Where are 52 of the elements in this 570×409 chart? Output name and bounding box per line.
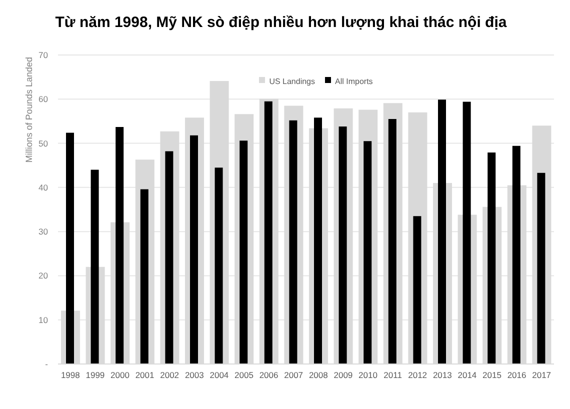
x-tick-label: 2003 bbox=[184, 370, 204, 380]
y-tick-label: 40 bbox=[38, 182, 48, 192]
bar bbox=[388, 119, 396, 364]
bar bbox=[165, 151, 174, 364]
x-tick-label: 2005 bbox=[234, 370, 254, 380]
bar bbox=[116, 126, 124, 364]
y-tick-label: 50 bbox=[38, 138, 48, 148]
y-tick-label: 10 bbox=[38, 314, 48, 325]
bar bbox=[240, 140, 248, 364]
y-tick-label: 30 bbox=[38, 226, 48, 237]
x-tick-label: 2004 bbox=[210, 370, 229, 380]
x-tick-label: 2015 bbox=[482, 370, 502, 380]
y-tick-label: - bbox=[45, 359, 48, 370]
bar bbox=[289, 120, 298, 364]
bar bbox=[488, 152, 496, 364]
x-tick-label: 2007 bbox=[284, 370, 304, 380]
bar bbox=[190, 135, 198, 364]
x-tick-label: 2012 bbox=[408, 370, 428, 380]
bar bbox=[438, 100, 446, 364]
bar bbox=[90, 170, 99, 364]
x-tick-label: 1999 bbox=[86, 370, 105, 380]
bar bbox=[66, 132, 74, 364]
x-tick-label: 2006 bbox=[259, 370, 279, 380]
x-tick-label: 2014 bbox=[458, 370, 477, 380]
legend-label: All Imports bbox=[335, 77, 373, 86]
bar bbox=[364, 141, 372, 364]
bar bbox=[512, 146, 520, 364]
x-tick-label: 2002 bbox=[160, 370, 180, 380]
x-tick-label: 1998 bbox=[60, 370, 80, 380]
y-axis-title: Millions of Pounds Landed bbox=[24, 57, 34, 163]
bar bbox=[264, 101, 272, 364]
bar bbox=[314, 118, 322, 364]
y-tick-label: 60 bbox=[38, 94, 48, 104]
x-tick-label: 2011 bbox=[384, 370, 402, 380]
bar bbox=[140, 189, 148, 364]
x-tick-label: 2013 bbox=[432, 370, 452, 380]
y-tick-label: 70 bbox=[38, 50, 48, 60]
x-tick-label: 2009 bbox=[334, 370, 353, 380]
x-tick-label: 2010 bbox=[358, 370, 378, 380]
x-tick-label: 2016 bbox=[507, 370, 527, 380]
chart-title: Từ năm 1998, Mỹ NK sò điệp nhiều hơn lượng khai thác nội địa bbox=[54, 14, 508, 31]
bar bbox=[462, 102, 471, 364]
x-tick-label: 2000 bbox=[110, 370, 130, 380]
x-tick-label: 2017 bbox=[532, 370, 552, 380]
bar bbox=[413, 216, 422, 364]
x-tick-label: 2001 bbox=[135, 370, 155, 380]
bar bbox=[338, 126, 347, 364]
legend-label: US Landings bbox=[269, 77, 315, 86]
bar bbox=[537, 172, 546, 364]
x-tick-label: 2008 bbox=[308, 370, 328, 380]
y-tick-label: 20 bbox=[38, 270, 48, 281]
bar bbox=[214, 168, 223, 364]
